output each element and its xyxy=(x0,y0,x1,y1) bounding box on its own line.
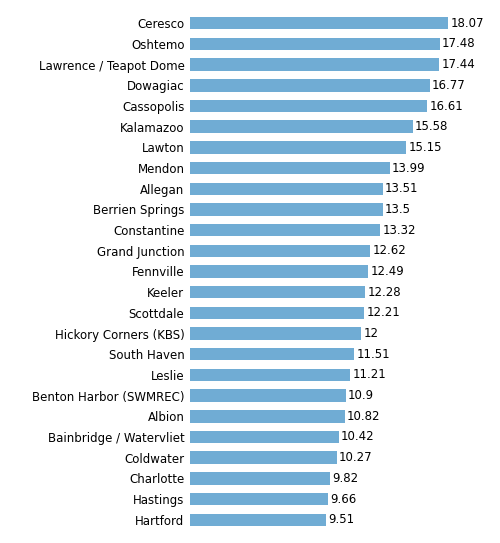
Bar xyxy=(190,59,439,71)
Bar xyxy=(190,182,383,195)
Bar xyxy=(190,224,380,236)
Bar xyxy=(190,451,336,464)
Bar xyxy=(190,327,362,340)
Bar xyxy=(190,286,366,299)
Bar xyxy=(190,472,330,484)
Text: 16.77: 16.77 xyxy=(432,79,466,92)
Text: 9.66: 9.66 xyxy=(330,493,356,506)
Bar xyxy=(190,162,390,174)
Text: 13.51: 13.51 xyxy=(385,182,418,195)
Bar xyxy=(190,389,346,402)
Text: 12.49: 12.49 xyxy=(370,265,404,278)
Bar xyxy=(190,493,328,505)
Bar xyxy=(190,369,350,381)
Text: 10.27: 10.27 xyxy=(339,451,372,464)
Text: 13.99: 13.99 xyxy=(392,162,426,174)
Text: 12.28: 12.28 xyxy=(368,286,401,299)
Bar xyxy=(190,79,430,92)
Bar xyxy=(190,431,339,443)
Text: 17.48: 17.48 xyxy=(442,37,476,50)
Text: 18.07: 18.07 xyxy=(450,17,484,30)
Bar xyxy=(190,514,326,526)
Text: 13.32: 13.32 xyxy=(382,224,416,237)
Text: 17.44: 17.44 xyxy=(442,58,475,71)
Bar xyxy=(190,348,354,361)
Text: 11.51: 11.51 xyxy=(356,348,390,361)
Text: 10.42: 10.42 xyxy=(341,431,374,444)
Bar xyxy=(190,141,406,154)
Bar xyxy=(190,17,448,29)
Text: 9.51: 9.51 xyxy=(328,513,354,526)
Text: 9.82: 9.82 xyxy=(332,472,358,485)
Text: 16.61: 16.61 xyxy=(430,99,463,112)
Bar xyxy=(190,203,383,216)
Bar xyxy=(190,410,344,422)
Text: 15.15: 15.15 xyxy=(408,141,442,154)
Bar xyxy=(190,266,368,277)
Text: 10.9: 10.9 xyxy=(348,389,374,402)
Bar xyxy=(190,244,370,257)
Text: 12: 12 xyxy=(364,327,378,340)
Bar xyxy=(190,100,428,112)
Bar xyxy=(190,121,412,133)
Text: 10.82: 10.82 xyxy=(346,410,380,423)
Bar xyxy=(190,38,440,50)
Text: 12.62: 12.62 xyxy=(372,244,406,257)
Text: 15.58: 15.58 xyxy=(414,120,448,133)
Text: 11.21: 11.21 xyxy=(352,369,386,381)
Text: 12.21: 12.21 xyxy=(366,306,400,319)
Bar xyxy=(190,307,364,319)
Text: 13.5: 13.5 xyxy=(385,203,411,216)
